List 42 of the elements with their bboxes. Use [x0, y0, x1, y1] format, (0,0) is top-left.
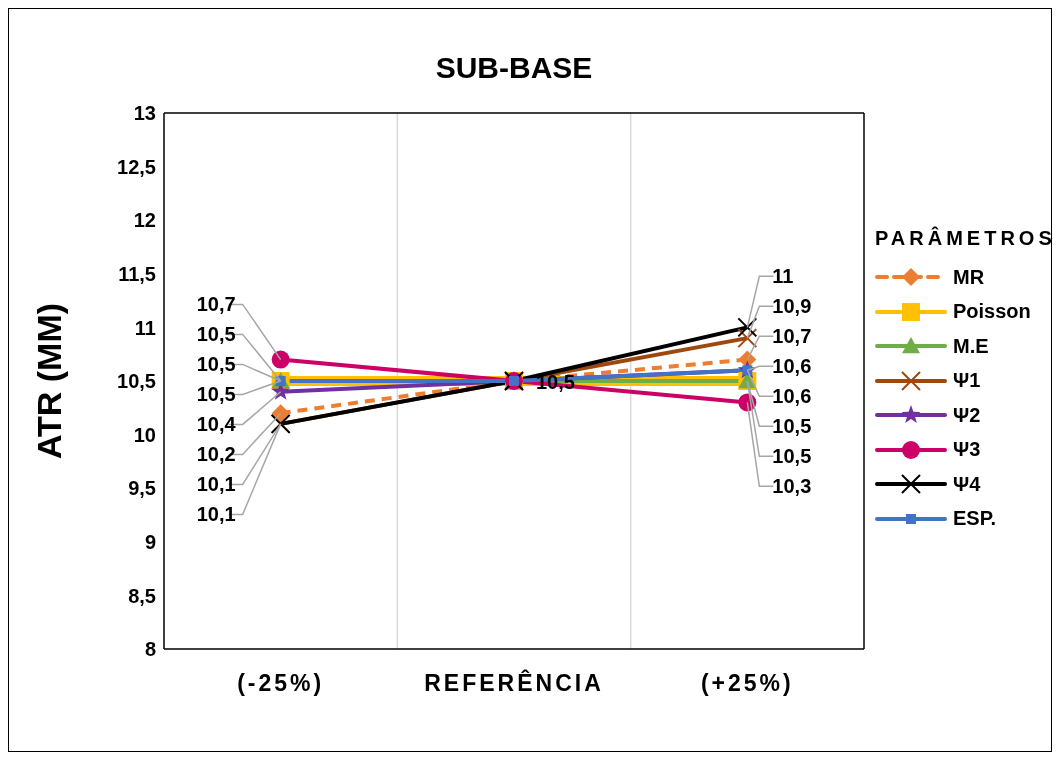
data-label: 10,2	[196, 443, 236, 466]
y-tick-label: 10	[133, 423, 156, 446]
legend-label: MR	[953, 265, 985, 289]
y-tick-label: 11	[134, 316, 156, 339]
legend-label: Ψ2	[953, 403, 981, 427]
data-label: 10,7	[196, 293, 236, 316]
legend-label: M.E	[953, 334, 989, 358]
data-label: 10,6	[772, 385, 812, 408]
data-label: 10,7	[772, 325, 812, 348]
data-label: 10,9	[772, 295, 812, 318]
x-tick-label: REFERÊNCIA	[424, 669, 604, 697]
data-label: 10,5	[196, 383, 236, 406]
data-label: 10,6	[772, 355, 812, 378]
data-label: 10,5	[772, 415, 812, 438]
data-label: 10,5	[772, 445, 812, 468]
data-label: 10,1	[196, 503, 236, 526]
y-axis-title: ATR (MM)	[30, 302, 69, 460]
y-tick-label: 10,5	[117, 370, 156, 393]
legend-label: Poisson	[953, 300, 1031, 324]
y-tick-label: 9,5	[128, 477, 156, 500]
y-tick-label: 12	[133, 209, 156, 232]
data-label: 11	[772, 265, 794, 288]
x-tick-label: (-25%)	[237, 670, 325, 697]
legend-label: Ψ3	[953, 438, 981, 462]
data-label: 10,1	[196, 473, 236, 496]
data-label: 10,5	[196, 323, 236, 346]
y-tick-label: 8,5	[128, 584, 156, 607]
legend-title: PARÂMETROS	[875, 227, 1056, 250]
y-tick-label: 13	[133, 102, 156, 125]
y-tick-label: 8	[144, 638, 156, 661]
data-label: 10,5	[196, 353, 236, 376]
data-label: 10,5	[536, 371, 575, 393]
legend-label: ESP.	[953, 507, 996, 531]
legend-label: Ψ4	[953, 472, 981, 496]
legend-label: Ψ1	[953, 369, 981, 393]
y-tick-label: 12,5	[117, 155, 156, 178]
x-tick-label: (+25%)	[700, 670, 794, 697]
chart-title: SUB-BASE	[434, 51, 594, 85]
y-tick-label: 11,5	[118, 262, 156, 285]
data-label: 10,4	[196, 413, 237, 436]
y-tick-label: 9	[144, 530, 156, 553]
data-label: 10,3	[772, 475, 812, 498]
